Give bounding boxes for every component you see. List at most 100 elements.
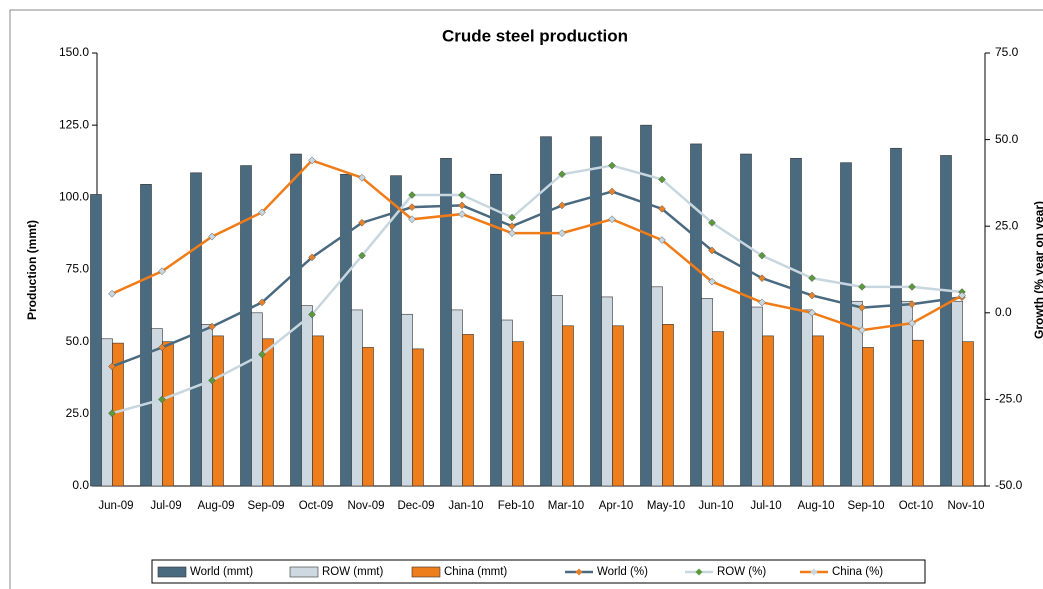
line-marker bbox=[358, 173, 366, 182]
line-marker bbox=[408, 191, 416, 199]
line-marker bbox=[158, 343, 166, 352]
legend-label: China (%) bbox=[832, 566, 883, 578]
line-marker bbox=[808, 291, 816, 300]
bar bbox=[212, 335, 224, 487]
y-tick-label: 100.0 bbox=[59, 190, 89, 204]
y2-tick-label: 0.0 bbox=[995, 305, 1012, 319]
line-marker bbox=[408, 215, 416, 224]
legend-label: World (mmt) bbox=[190, 566, 253, 578]
x-tick-label: Aug-09 bbox=[197, 500, 234, 512]
line-marker bbox=[108, 289, 116, 298]
line-marker bbox=[758, 251, 766, 260]
legend-marker bbox=[810, 568, 818, 576]
x-tick-label: Aug-10 bbox=[797, 500, 834, 512]
x-tick-label: Dec-09 bbox=[397, 500, 434, 512]
chart-frame bbox=[9, 9, 1043, 589]
line-series bbox=[111, 190, 963, 368]
line-marker bbox=[508, 222, 516, 231]
bar bbox=[462, 334, 474, 487]
x-tick-label: Nov-10 bbox=[947, 500, 984, 512]
bar bbox=[362, 347, 374, 487]
bar bbox=[90, 194, 102, 487]
bar bbox=[201, 324, 213, 487]
bar bbox=[401, 313, 413, 487]
x-tick-label: Jun-10 bbox=[698, 500, 733, 512]
line-marker bbox=[158, 267, 166, 276]
bar bbox=[590, 136, 602, 487]
bar bbox=[390, 175, 402, 487]
x-tick-label: Jul-09 bbox=[150, 500, 181, 512]
bar bbox=[240, 165, 252, 487]
bar bbox=[340, 173, 352, 487]
line-marker bbox=[258, 208, 266, 217]
bar bbox=[162, 341, 174, 487]
x-tick-label: Nov-09 bbox=[347, 500, 384, 512]
bar bbox=[612, 325, 624, 487]
bar bbox=[762, 335, 774, 487]
line-marker bbox=[858, 303, 866, 312]
y2-tick-label: -50.0 bbox=[995, 478, 1023, 492]
line-marker bbox=[308, 310, 316, 319]
x-tick-label: Jun-09 bbox=[98, 500, 133, 512]
line-marker bbox=[908, 300, 916, 308]
line-marker bbox=[208, 376, 216, 385]
y-tick-label: 50.0 bbox=[66, 334, 90, 348]
bar bbox=[751, 306, 763, 487]
y-tick-label: 75.0 bbox=[66, 262, 90, 276]
bar bbox=[262, 338, 274, 487]
bar bbox=[740, 153, 752, 487]
bar bbox=[190, 172, 202, 487]
bar bbox=[790, 158, 802, 487]
bar bbox=[690, 143, 702, 487]
line-marker bbox=[208, 232, 216, 241]
bar bbox=[812, 335, 824, 487]
bar bbox=[251, 312, 263, 487]
y-tick-label: 150.0 bbox=[59, 45, 89, 59]
x-tick-label: Oct-09 bbox=[299, 500, 334, 512]
line-marker bbox=[258, 298, 266, 307]
legend-marker bbox=[575, 568, 583, 576]
line-marker bbox=[608, 187, 616, 196]
legend-box bbox=[151, 559, 926, 584]
line-marker bbox=[658, 205, 666, 213]
y-axis-label: Production (mmt) bbox=[25, 220, 39, 320]
x-tick-label: Jan-10 bbox=[448, 500, 483, 512]
bar bbox=[301, 305, 313, 487]
y2-tick-label: 50.0 bbox=[995, 132, 1019, 146]
legend-label: ROW (mmt) bbox=[322, 566, 383, 578]
bar bbox=[412, 348, 424, 487]
bar bbox=[151, 328, 163, 487]
x-tick-label: Mar-10 bbox=[548, 500, 584, 512]
bar bbox=[701, 298, 713, 487]
bar bbox=[562, 325, 574, 487]
line-marker bbox=[508, 229, 516, 237]
line-marker bbox=[708, 277, 716, 286]
line-marker bbox=[108, 362, 116, 371]
bar bbox=[940, 155, 952, 487]
chart-title: Crude steel production bbox=[442, 26, 628, 45]
line-marker bbox=[408, 203, 416, 212]
y2-tick-label: 25.0 bbox=[995, 218, 1019, 232]
bar bbox=[862, 347, 874, 487]
legend-label: ROW (%) bbox=[717, 566, 766, 578]
line-marker bbox=[658, 175, 666, 184]
bar bbox=[890, 147, 902, 487]
line-marker bbox=[608, 161, 616, 170]
line-marker bbox=[958, 291, 966, 300]
x-tick-label: Sep-10 bbox=[847, 500, 884, 512]
line-marker bbox=[558, 170, 566, 179]
line-marker bbox=[658, 236, 666, 244]
bar bbox=[651, 286, 663, 487]
line-marker bbox=[558, 201, 566, 210]
legend-swatch bbox=[157, 566, 187, 578]
line-marker bbox=[808, 274, 816, 283]
line-marker bbox=[208, 322, 216, 331]
line-marker bbox=[458, 201, 466, 210]
bar bbox=[662, 324, 674, 487]
line-marker bbox=[758, 274, 766, 283]
legend-label: China (mmt) bbox=[444, 566, 507, 578]
line-marker bbox=[158, 395, 166, 404]
y-tick-label: 125.0 bbox=[59, 117, 89, 131]
bar bbox=[712, 331, 724, 487]
